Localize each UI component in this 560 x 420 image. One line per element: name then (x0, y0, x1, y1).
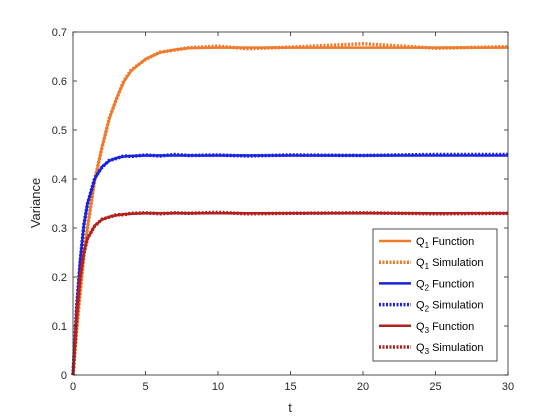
x-tick-label: 10 (212, 381, 224, 393)
legend-label: Q2 Simulation (416, 300, 483, 314)
x-axis-label: t (288, 400, 292, 415)
legend-label: Q1 Simulation (416, 257, 483, 271)
y-tick-label: 0.2 (52, 272, 67, 284)
y-tick-label: 0.1 (52, 321, 67, 333)
legend: Q1 Function Q1 Simulation Q2 Function Q2 Si… (372, 228, 498, 362)
y-tick-label: 0.3 (52, 223, 67, 235)
x-tick-label: 30 (502, 381, 514, 393)
y-axis-label: Variance (28, 178, 43, 228)
y-tick-label: 0.6 (52, 76, 67, 88)
legend-label: Q3 Simulation (416, 342, 483, 356)
series-line-q2-function (71, 154, 508, 376)
y-tick-label: 0 (61, 370, 67, 382)
axes-layer: 0 5 10 15 20 25 30 0 0.1 0.2 0.3 0.4 0.5 0.6 0.7 (52, 27, 514, 393)
x-tick-label: 0 (70, 381, 76, 393)
y-tick-label: 0.7 (52, 27, 67, 39)
y-tick-label: 0.5 (52, 125, 67, 137)
legend-box (372, 228, 498, 362)
x-tick-label: 15 (284, 381, 296, 393)
y-tick-label: 0.4 (52, 174, 67, 186)
x-tick-label: 25 (429, 381, 441, 393)
series-layer (71, 42, 509, 376)
legend-label: Q3 Function (416, 321, 474, 335)
x-tick-label: 20 (357, 381, 369, 393)
legend-label: Q2 Function (416, 278, 474, 292)
x-tick-label: 5 (142, 381, 148, 393)
series-line-q3-function (71, 212, 508, 376)
legend-label: Q1 Function (416, 236, 474, 250)
